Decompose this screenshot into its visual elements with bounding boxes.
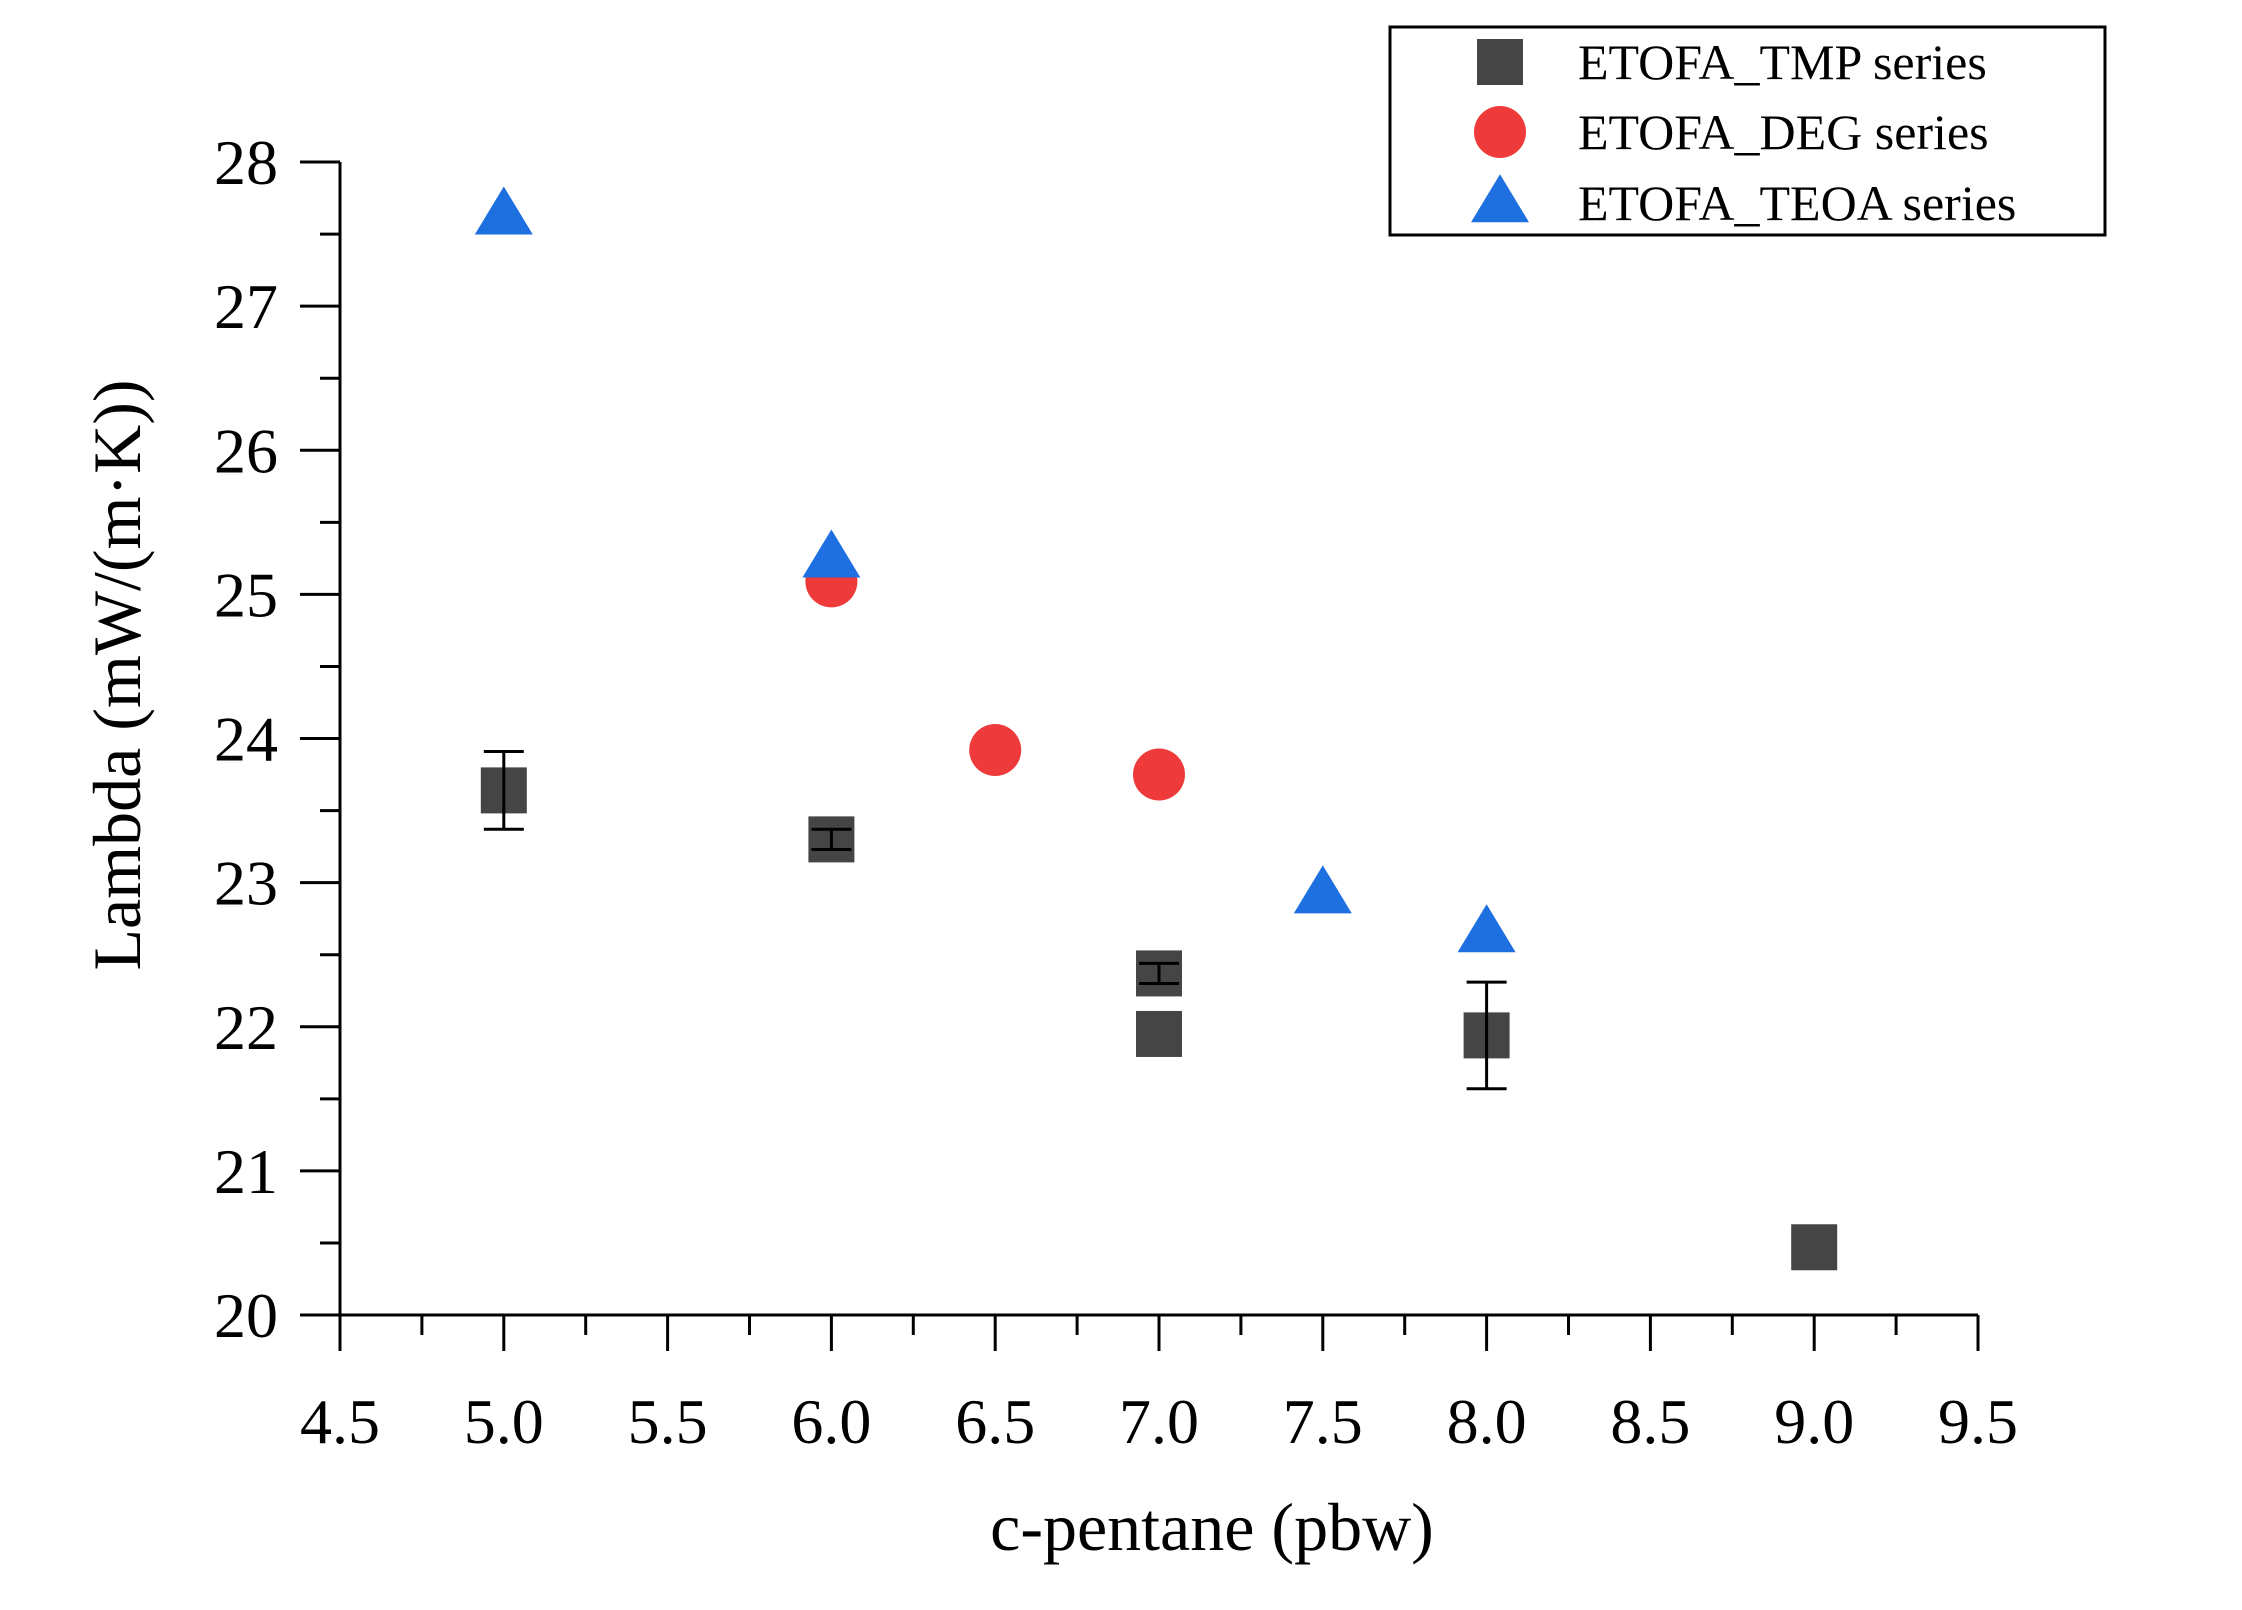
ticks (300, 160, 1980, 1351)
legend-marker-triangle (1471, 174, 1529, 223)
legend-label: ETOFA_TEOA series (1578, 175, 2016, 231)
data-point-square (1136, 1010, 1182, 1057)
y-axis-title: Lambda (mW/(m·K)) (79, 380, 155, 971)
x-tick-label: 9.5 (1938, 1386, 2018, 1457)
x-tick-label: 6.0 (791, 1386, 871, 1457)
legend-label: ETOFA_DEG series (1578, 104, 1989, 160)
x-tick-label: 7.0 (1119, 1386, 1199, 1457)
data-point-triangle (1293, 865, 1352, 914)
legend-label: ETOFA_TMP series (1578, 34, 1987, 90)
data-point-triangle (474, 186, 533, 235)
y-tick-label: 27 (214, 271, 278, 342)
legend-marker-square (1477, 39, 1523, 85)
x-tick-label: 8.0 (1447, 1386, 1527, 1457)
y-tick-label: 28 (214, 127, 278, 198)
tick-labels: 4.5 5.0 5.5 6.0 6.5 7.0 7.5 8.0 8.5 9.0 9.5 20 21 22 2… (214, 127, 2018, 1457)
x-tick-label: 7.5 (1283, 1386, 1363, 1457)
y-tick-label: 21 (214, 1136, 278, 1207)
axes (338, 162, 1978, 1317)
data-point-square (1791, 1224, 1838, 1271)
y-tick-label: 20 (214, 1280, 278, 1351)
data-points (474, 186, 1838, 1271)
x-tick-label: 4.5 (300, 1386, 380, 1457)
data-point-triangle (1457, 904, 1516, 953)
x-tick-label: 5.5 (628, 1386, 708, 1457)
y-tick-label: 25 (214, 559, 278, 630)
y-tick-label: 22 (214, 992, 278, 1063)
data-point-circle (1133, 748, 1185, 801)
x-tick-label: 8.5 (1610, 1386, 1690, 1457)
y-tick-label: 26 (214, 415, 278, 486)
data-point-triangle (802, 529, 861, 578)
x-tick-label: 9.0 (1774, 1386, 1854, 1457)
x-tick-label: 6.5 (955, 1386, 1035, 1457)
x-tick-label: 5.0 (464, 1386, 544, 1457)
data-point-circle (969, 724, 1022, 777)
error-bars (483, 749, 1507, 1091)
y-tick-label: 24 (214, 704, 278, 775)
x-axis-title: c-pentane (pbw) (990, 1489, 1434, 1565)
legend-marker-circle (1474, 106, 1526, 158)
y-tick-label: 23 (214, 848, 278, 919)
legend: ETOFA_TMP series ETOFA_DEG series ETOFA_TE… (1388, 25, 2107, 237)
